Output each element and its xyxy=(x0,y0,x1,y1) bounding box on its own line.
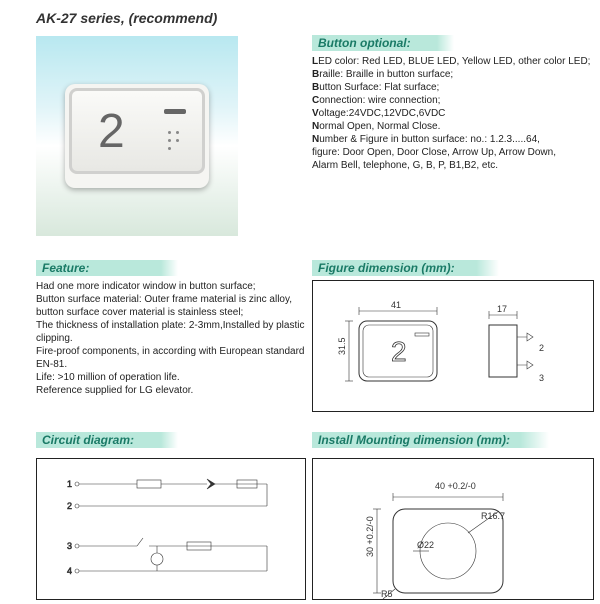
svg-text:Ø22: Ø22 xyxy=(417,540,434,550)
figure-dimension-diagram: 2 41 31.5 17 2 3 xyxy=(312,280,594,412)
page-title: AK-27 series, (recommend) xyxy=(36,10,217,26)
svg-text:3: 3 xyxy=(67,541,72,551)
svg-text:R5: R5 xyxy=(381,589,393,599)
svg-text:R16.7: R16.7 xyxy=(481,511,505,521)
header-figure-dimension: Figure dimension (mm): xyxy=(312,260,499,276)
dim-2: 2 xyxy=(539,343,544,353)
dim-17: 17 xyxy=(497,304,507,314)
button-optional-text: LED color: Red LED, BLUE LED, Yellow LED… xyxy=(312,55,594,172)
svg-text:2: 2 xyxy=(391,336,407,367)
feature-text: Had one more indicator window in button … xyxy=(36,280,311,397)
svg-text:4: 4 xyxy=(67,566,72,576)
dim-31-5: 31.5 xyxy=(337,337,347,355)
header-feature: Feature: xyxy=(36,260,178,276)
indicator-slot xyxy=(164,109,186,114)
button-digit: 2 xyxy=(98,104,125,159)
circuit-diagram: 1 2 3 4 xyxy=(36,458,306,600)
header-button-optional: Button optional: xyxy=(312,35,454,51)
svg-text:1: 1 xyxy=(67,479,72,489)
braille-dots xyxy=(168,131,184,155)
install-mounting-diagram: 40 +0.2/-0 30 +0.2/-0 R5 R16.7 Ø22 xyxy=(312,458,594,600)
header-circuit-diagram: Circuit diagram: xyxy=(36,432,178,448)
button-face: 2 xyxy=(69,88,205,174)
svg-text:2: 2 xyxy=(67,501,72,511)
dim-41: 41 xyxy=(391,300,401,310)
elevator-button: 2 xyxy=(65,84,209,188)
dim-3: 3 xyxy=(539,373,544,383)
svg-text:40 +0.2/-0: 40 +0.2/-0 xyxy=(435,481,476,491)
product-image: 2 xyxy=(36,36,238,236)
header-install-mounting: Install Mounting dimension (mm): xyxy=(312,432,549,448)
svg-text:30 +0.2/-0: 30 +0.2/-0 xyxy=(365,516,375,557)
